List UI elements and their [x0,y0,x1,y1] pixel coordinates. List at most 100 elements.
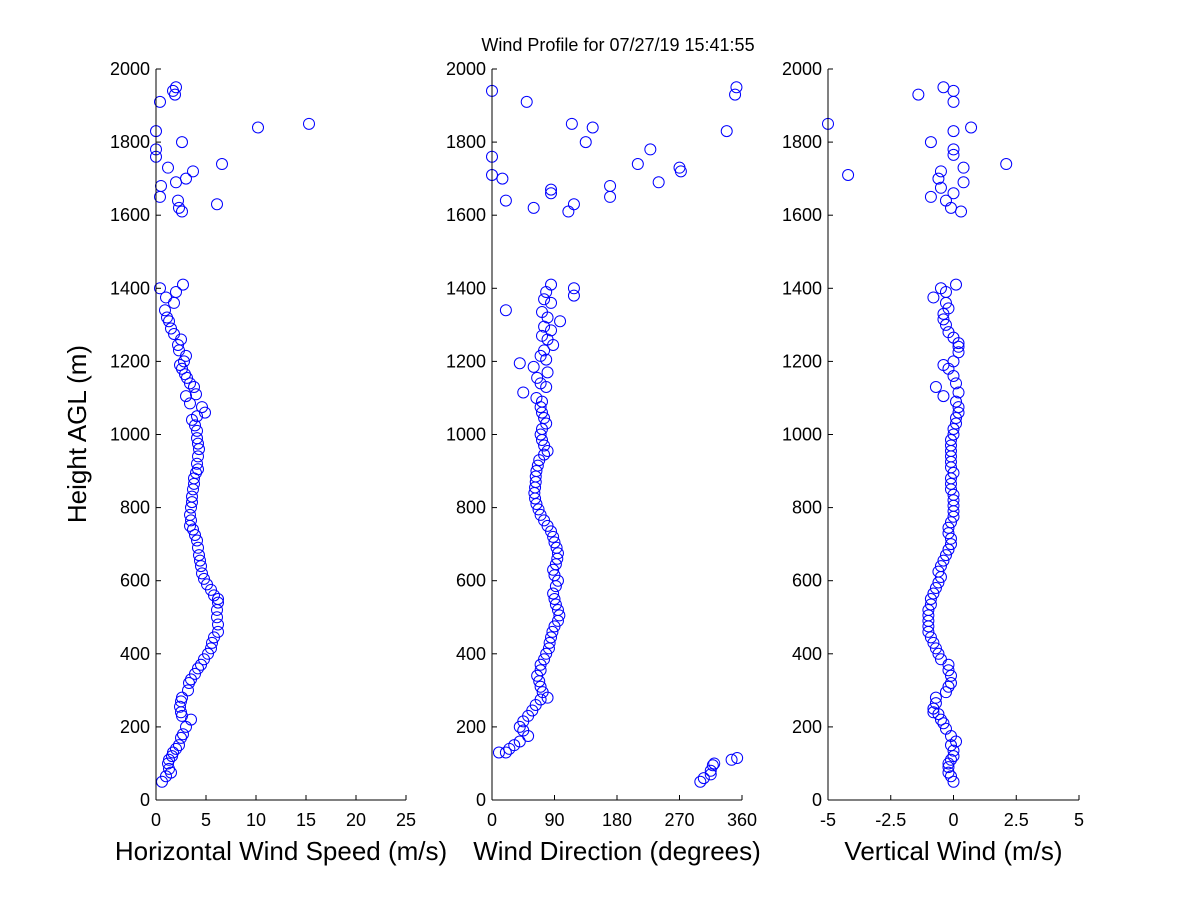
speed-x-axis-label: Horizontal Wind Speed (m/s) [115,836,447,866]
vertical-data-point [952,401,965,414]
direction-xtick-label: 270 [664,810,694,830]
direction-data-point [499,746,512,759]
direction-ytick-label: 1400 [446,278,486,298]
vertical-ytick-label: 1800 [782,132,822,152]
vertical-data-point [934,713,947,726]
speed-data-point [191,432,203,445]
vertical-ytick-label: 2000 [782,59,822,79]
vertical-data-point [944,516,957,529]
speed-xtick-label: 15 [296,810,316,830]
speed-ytick-label: 600 [120,571,150,591]
vertical-xtick-label: -2.5 [875,810,906,830]
direction-xtick-label: 180 [602,810,632,830]
speed-data-point [186,496,198,509]
speed-data-point [192,662,204,675]
speed-data-point [192,450,204,463]
speed-data-point [178,355,190,368]
direction-data-point [527,201,540,214]
speed-data-point [167,746,179,759]
direction-data-point [513,735,526,748]
vertical-data-point [950,395,963,408]
vertical-data-point [932,647,945,660]
speed-data-point [177,278,189,291]
speed-data-point [154,95,166,108]
vertical-ytick-label: 600 [792,571,822,591]
speed-data-point [192,463,204,476]
vertical-data-point [944,477,957,490]
direction-data-point [579,136,592,149]
speed-data-point [212,618,224,631]
direction-ytick-label: 1000 [446,425,486,445]
direction-data-point [530,391,543,404]
vertical-data-point [1000,158,1013,171]
vertical-data-point [912,88,925,101]
speed-data-point [177,728,189,741]
speed-data-point [180,720,192,733]
vertical-xtick-label: 2.5 [1004,810,1029,830]
speed-data-point [303,117,315,130]
direction-data-point [527,360,540,373]
vertical-data-point [944,770,957,783]
speed-data-point [172,338,184,351]
direction-data-point [545,631,558,644]
vertical-data-point [927,706,940,719]
direction-data-point [534,428,547,441]
direction-data-point [545,278,558,291]
direction-ytick-label: 600 [456,571,486,591]
direction-data-point [550,541,563,554]
direction-data-point [720,125,733,138]
speed-data-point [216,158,228,171]
vertical-data-point [952,346,965,359]
direction-data-point [697,772,710,785]
direction-data-point [536,686,549,699]
vertical-data-point [942,326,955,339]
direction-data-point [543,636,556,649]
direction-ytick-label: 200 [456,717,486,737]
direction-ytick-label: 1800 [446,132,486,152]
vertical-data-point [942,521,955,534]
direction-data-point [551,603,564,616]
speed-data-point [163,762,175,775]
vertical-data-point [937,390,950,403]
vertical-data-point [942,543,955,556]
direction-data-point [567,289,580,302]
direction-data-point [541,366,554,379]
speed-data-point [191,410,203,423]
vertical-data-point [952,406,965,419]
panel-horizontal-wind-speed: 0 200 400 600 800 1000 1200 1400 1600 1800 2000 0 5 1… [110,59,447,866]
vertical-data-point [952,340,965,353]
vertical-ytick-label: 1400 [782,278,822,298]
speed-data-point [182,684,194,697]
speed-data-point [184,508,196,521]
vertical-data-point [924,631,937,644]
vertical-data-point [947,488,960,501]
direction-data-point [652,176,665,189]
speed-data-point [191,534,203,547]
direction-data-point [499,304,512,317]
vertical-data-point [947,355,960,368]
direction-data-point [673,161,686,174]
direction-data-point [604,179,617,192]
speed-data-point [189,667,201,680]
vertical-data-point [947,370,960,383]
speed-data-point [212,625,224,638]
direction-data-point [545,187,558,200]
vertical-data-point [937,313,950,326]
vertical-data-point [932,172,945,185]
vertical-data-point [939,722,952,735]
speed-data-point [202,647,214,660]
speed-data-point [168,327,180,340]
speed-data-point [252,121,264,134]
direction-data-point [536,306,548,319]
speed-ytick-label: 1600 [110,205,150,225]
vertical-data-point [947,494,960,507]
direction-ytick-label: 2000 [446,59,486,79]
speed-markers [150,81,315,788]
speed-data-point [212,596,224,609]
speed-data-point [211,198,223,211]
figure-title: Wind Profile for 07/27/19 15:41:55 [481,35,754,55]
direction-xtick-label: 360 [727,810,757,830]
speed-data-point [176,205,188,218]
vertical-ytick-label: 200 [792,717,822,737]
